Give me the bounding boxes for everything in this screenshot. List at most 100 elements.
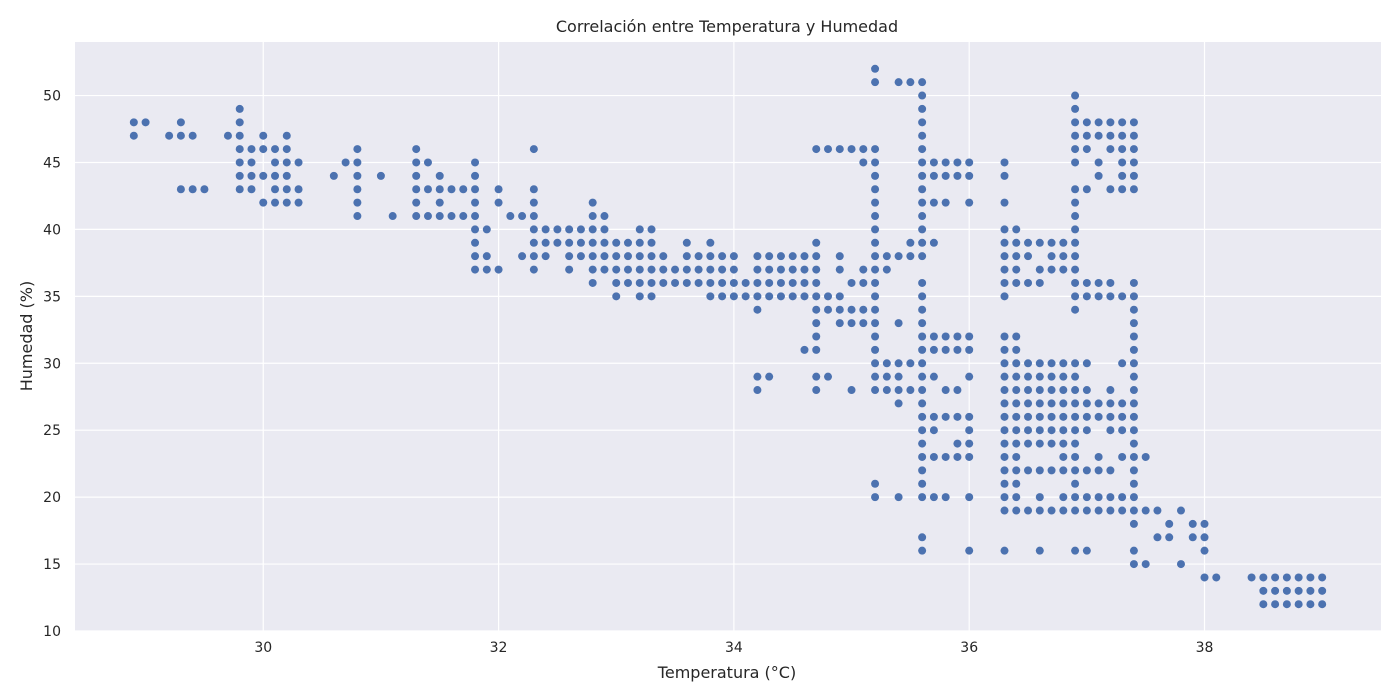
scatter-point <box>1000 252 1009 261</box>
scatter-point <box>718 292 727 301</box>
scatter-point <box>129 118 138 127</box>
scatter-point <box>1118 412 1127 421</box>
scatter-point <box>835 252 844 261</box>
scatter-point <box>282 158 291 167</box>
scatter-point <box>918 158 927 167</box>
scatter-point <box>1047 439 1056 448</box>
scatter-point <box>812 252 821 261</box>
scatter-point <box>1000 372 1009 381</box>
scatter-point <box>941 158 950 167</box>
scatter-point <box>871 292 880 301</box>
scatter-point <box>659 265 668 274</box>
scatter-point <box>1294 586 1303 595</box>
scatter-point <box>1012 466 1021 475</box>
scatter-point <box>812 372 821 381</box>
scatter-point <box>259 145 268 154</box>
scatter-point <box>435 185 444 194</box>
scatter-point <box>1094 131 1103 140</box>
scatter-point <box>941 345 950 354</box>
scatter-point <box>1082 278 1091 287</box>
scatter-point <box>812 332 821 341</box>
scatter-point <box>588 212 597 221</box>
scatter-point <box>282 198 291 207</box>
scatter-point <box>1024 386 1033 395</box>
scatter-point <box>1012 452 1021 461</box>
scatter-point <box>176 185 185 194</box>
scatter-point <box>1188 519 1197 528</box>
scatter-point <box>1118 359 1127 368</box>
scatter-point <box>765 292 774 301</box>
scatter-point <box>965 158 974 167</box>
scatter-point <box>1094 452 1103 461</box>
scatter-point <box>918 412 927 421</box>
scatter-point <box>1024 399 1033 408</box>
scatter-point <box>518 252 527 261</box>
scatter-point <box>871 78 880 87</box>
scatter-point <box>906 386 915 395</box>
scatter-point <box>176 118 185 127</box>
scatter-point <box>859 145 868 154</box>
scatter-point <box>812 292 821 301</box>
scatter-point <box>1129 546 1138 555</box>
x-tick-label: 32 <box>490 640 508 656</box>
scatter-point <box>1035 278 1044 287</box>
scatter-point <box>1000 479 1009 488</box>
scatter-point <box>647 278 656 287</box>
scatter-point <box>612 238 621 247</box>
scatter-point <box>1059 426 1068 435</box>
scatter-point <box>906 252 915 261</box>
scatter-point <box>953 332 962 341</box>
scatter-point <box>471 158 480 167</box>
scatter-point <box>1000 439 1009 448</box>
scatter-point <box>1035 412 1044 421</box>
scatter-point <box>1129 412 1138 421</box>
scatter-point <box>812 238 821 247</box>
scatter-point <box>165 131 174 140</box>
scatter-point <box>800 252 809 261</box>
scatter-point <box>918 131 927 140</box>
scatter-point <box>941 171 950 180</box>
scatter-point <box>565 252 574 261</box>
scatter-point <box>671 265 680 274</box>
scatter-point <box>553 238 562 247</box>
scatter-point <box>635 278 644 287</box>
scatter-point <box>765 278 774 287</box>
scatter-point <box>259 171 268 180</box>
scatter-point <box>929 171 938 180</box>
scatter-point <box>1024 412 1033 421</box>
scatter-point <box>329 171 338 180</box>
scatter-point <box>623 265 632 274</box>
scatter-point <box>871 225 880 234</box>
scatter-point <box>1000 359 1009 368</box>
scatter-point <box>1129 131 1138 140</box>
scatter-point <box>1071 198 1080 207</box>
scatter-point <box>871 252 880 261</box>
scatter-point <box>953 439 962 448</box>
scatter-point <box>859 319 868 328</box>
scatter-point <box>1071 278 1080 287</box>
scatter-point <box>871 171 880 180</box>
scatter-point <box>871 198 880 207</box>
scatter-point <box>1071 292 1080 301</box>
scatter-point <box>412 212 421 221</box>
scatter-point <box>918 439 927 448</box>
scatter-point <box>918 305 927 314</box>
scatter-point <box>294 198 303 207</box>
scatter-point <box>1047 265 1056 274</box>
scatter-point <box>918 479 927 488</box>
scatter-point <box>271 171 280 180</box>
scatter-point <box>1082 546 1091 555</box>
scatter-point <box>1035 546 1044 555</box>
scatter-point <box>929 238 938 247</box>
scatter-point <box>1129 158 1138 167</box>
scatter-point <box>1059 439 1068 448</box>
scatter-point <box>682 278 691 287</box>
y-tick-label: 20 <box>43 490 61 506</box>
scatter-point <box>1200 546 1209 555</box>
scatter-point <box>612 265 621 274</box>
scatter-point <box>1024 278 1033 287</box>
scatter-point <box>918 212 927 221</box>
scatter-point <box>965 345 974 354</box>
scatter-point <box>1106 386 1115 395</box>
